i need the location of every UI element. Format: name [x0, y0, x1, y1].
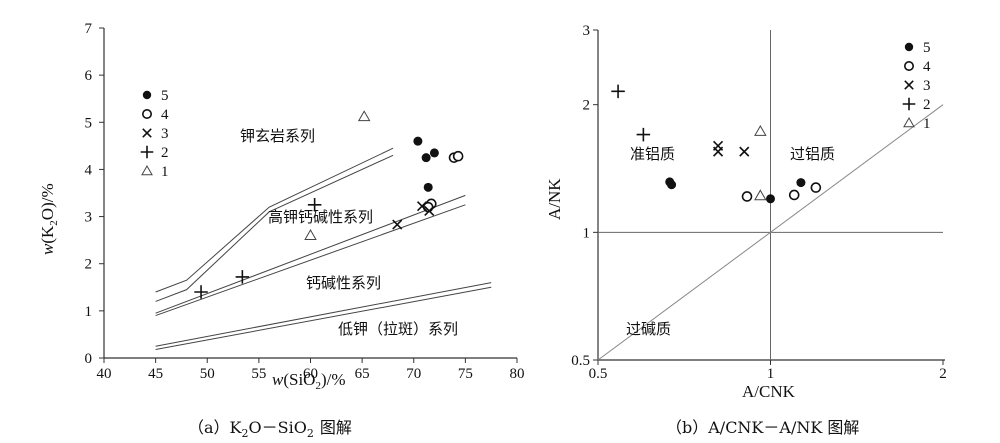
chart-a-point-s1-0: [357, 110, 371, 122]
chart-a-x-tick-55: 55: [251, 366, 266, 382]
chart-b-point-s5-3: [796, 178, 806, 188]
chart-b-legend-marker-4: [903, 60, 914, 71]
chart-b-legend-label-5: 5: [923, 40, 931, 56]
chart-b: 0.5 1 2 0.5 1 2 3 准铝质 过铝质 过碱质 A/CNK A/NK 5 4 3 2 1…: [545, 23, 947, 437]
chart-b-x-tick-0.5: 0.5: [589, 366, 608, 382]
chart-b-region-peralkaline: 过碱质: [626, 320, 671, 338]
chart-b-point-s3-2: [739, 146, 750, 157]
chart-a-legend: 5 4 3 2 1: [140, 88, 169, 180]
chart-a-boundary-shoshonite-1: [155, 154, 394, 302]
chart-b-legend-label-2: 2: [923, 97, 931, 113]
chart-a-region-low-k: 低钾（拉斑）系列: [338, 320, 458, 338]
chart-b-legend-label-3: 3: [923, 78, 931, 94]
chart-b-point-s2-1: [636, 127, 651, 142]
chart-a-caption: （a）K2O－SiO2 图解: [188, 418, 352, 440]
chart-a-point-s1-1: [304, 229, 317, 240]
chart-a-boundaries: [155, 147, 492, 351]
chart-a-point-s2-2: [307, 198, 322, 212]
chart-a-points: [194, 110, 464, 299]
chart-b-y-label: A/NK: [545, 178, 564, 220]
chart-a-legend-label-2: 2: [161, 145, 169, 161]
chart-b-point-s5-1: [667, 180, 677, 190]
chart-b-point-s2-0: [611, 84, 625, 99]
chart-a-point-s4-1: [452, 150, 464, 162]
chart-b-legend-label-1: 1: [923, 116, 931, 132]
chart-a-legend-marker-4: [142, 109, 153, 120]
chart-b-x-label: A/CNK: [742, 382, 796, 401]
chart-a-y-tick-5: 5: [85, 115, 93, 131]
chart-a-legend-marker-3: [142, 128, 152, 138]
chart-a-region-shoshonite: 钾玄岩系列: [240, 127, 315, 145]
chart-a-x-tick-60: 60: [303, 366, 318, 382]
chart-a-legend-label-4: 4: [161, 107, 169, 123]
chart-b-point-s5-2: [766, 194, 775, 204]
chart-b-point-s4-1: [788, 189, 800, 201]
chart-b-legend-marker-3: [904, 80, 914, 90]
chart-a-x-tick-45: 45: [148, 366, 163, 382]
chart-b-x-tick-1: 1: [767, 366, 775, 382]
chart-a-y-tick-1: 1: [85, 304, 93, 320]
chart-a-x-tick-70: 70: [406, 366, 421, 382]
chart-a-point-s5-0: [413, 136, 423, 146]
chart-a-legend-marker-1: [141, 164, 153, 176]
chart-a-x-label: w(SiO2)/%: [272, 370, 346, 392]
chart-b-legend-marker-1: [903, 116, 915, 128]
chart-a-region-calc-alkaline: 钙碱性系列: [306, 274, 381, 292]
chart-a-boundary-high-k-0: [155, 194, 466, 314]
chart-b-y-tick-1: 1: [583, 225, 591, 241]
chart-b-y-tick-2: 2: [583, 98, 591, 114]
chart-a-boundary-low-k-0: [155, 282, 492, 347]
chart-a-point-s2-0: [194, 285, 208, 299]
chart-a-y-tick-3: 3: [85, 210, 93, 226]
chart-b-point-s1-0: [754, 124, 767, 136]
chart-b-caption: （b）A/CNK－A/NK 图解: [666, 418, 859, 437]
chart-a-x-tick-65: 65: [355, 366, 370, 382]
chart-a-legend-marker-2: [140, 145, 154, 159]
chart-a-legend-label-5: 5: [161, 88, 169, 104]
chart-a-x-tick-75: 75: [458, 366, 473, 382]
chart-b-point-s1-1: [754, 189, 767, 201]
chart-b-region-metaluminous: 准铝质: [630, 145, 675, 163]
chart-b-ticks: 0.5 1 2 0.5 1 2 3: [571, 23, 947, 382]
chart-a-point-s3-0: [392, 219, 403, 230]
chart-b-y-tick-3: 3: [583, 23, 591, 39]
chart-a-boundary-low-k-1: [155, 286, 492, 351]
chart-b-points: [611, 84, 822, 204]
chart-b-point-s4-2: [810, 182, 822, 193]
chart-a-legend-marker-5: [142, 90, 152, 100]
chart-a-x-tick-80: 80: [510, 366, 525, 382]
chart-a-point-s5-3: [423, 182, 433, 192]
chart-a-y-tick-7: 7: [85, 21, 93, 37]
chart-a-region-high-k: 高钾钙碱性系列: [268, 208, 373, 226]
chart-a-y-tick-2: 2: [85, 257, 93, 273]
chart-a-boundary-high-k-1: [155, 204, 466, 317]
chart-a-point-s2-1: [235, 270, 250, 284]
chart-b-point-s4-0: [741, 191, 753, 202]
chart-b-legend: 5 4 3 2 1: [902, 40, 931, 132]
chart-b-legend-label-4: 4: [923, 59, 931, 75]
chart-a-legend-label-3: 3: [161, 126, 169, 142]
chart-a-point-s5-1: [421, 153, 431, 163]
chart-a-y-label: w(K2O)/%: [38, 183, 60, 255]
chart-b-legend-marker-5: [904, 42, 914, 52]
chart-a-x-tick-50: 50: [200, 366, 215, 382]
chart-b-x-tick-2: 2: [939, 366, 947, 382]
chart-a-point-s5-2: [429, 148, 439, 158]
chart-a-y-tick-0: 0: [85, 351, 93, 367]
chart-b-line-diagonal: [597, 104, 944, 361]
chart-b-y-tick-0.5: 0.5: [571, 353, 590, 369]
chart-a-boundary-shoshonite-0: [155, 147, 394, 293]
chart-a-y-tick-4: 4: [85, 162, 93, 178]
chart-b-point-s3-1: [712, 140, 724, 151]
chart-b-region-peraluminous: 过铝质: [790, 145, 835, 163]
chart-b-legend-marker-2: [902, 97, 916, 111]
chart-a-x-tick-40: 40: [97, 366, 112, 382]
chart-a-point-s3-1: [416, 201, 428, 212]
chart-a-y-tick-6: 6: [85, 68, 93, 84]
chart-a-point-s3-2: [424, 205, 435, 216]
chart-a-legend-label-1: 1: [161, 164, 169, 180]
